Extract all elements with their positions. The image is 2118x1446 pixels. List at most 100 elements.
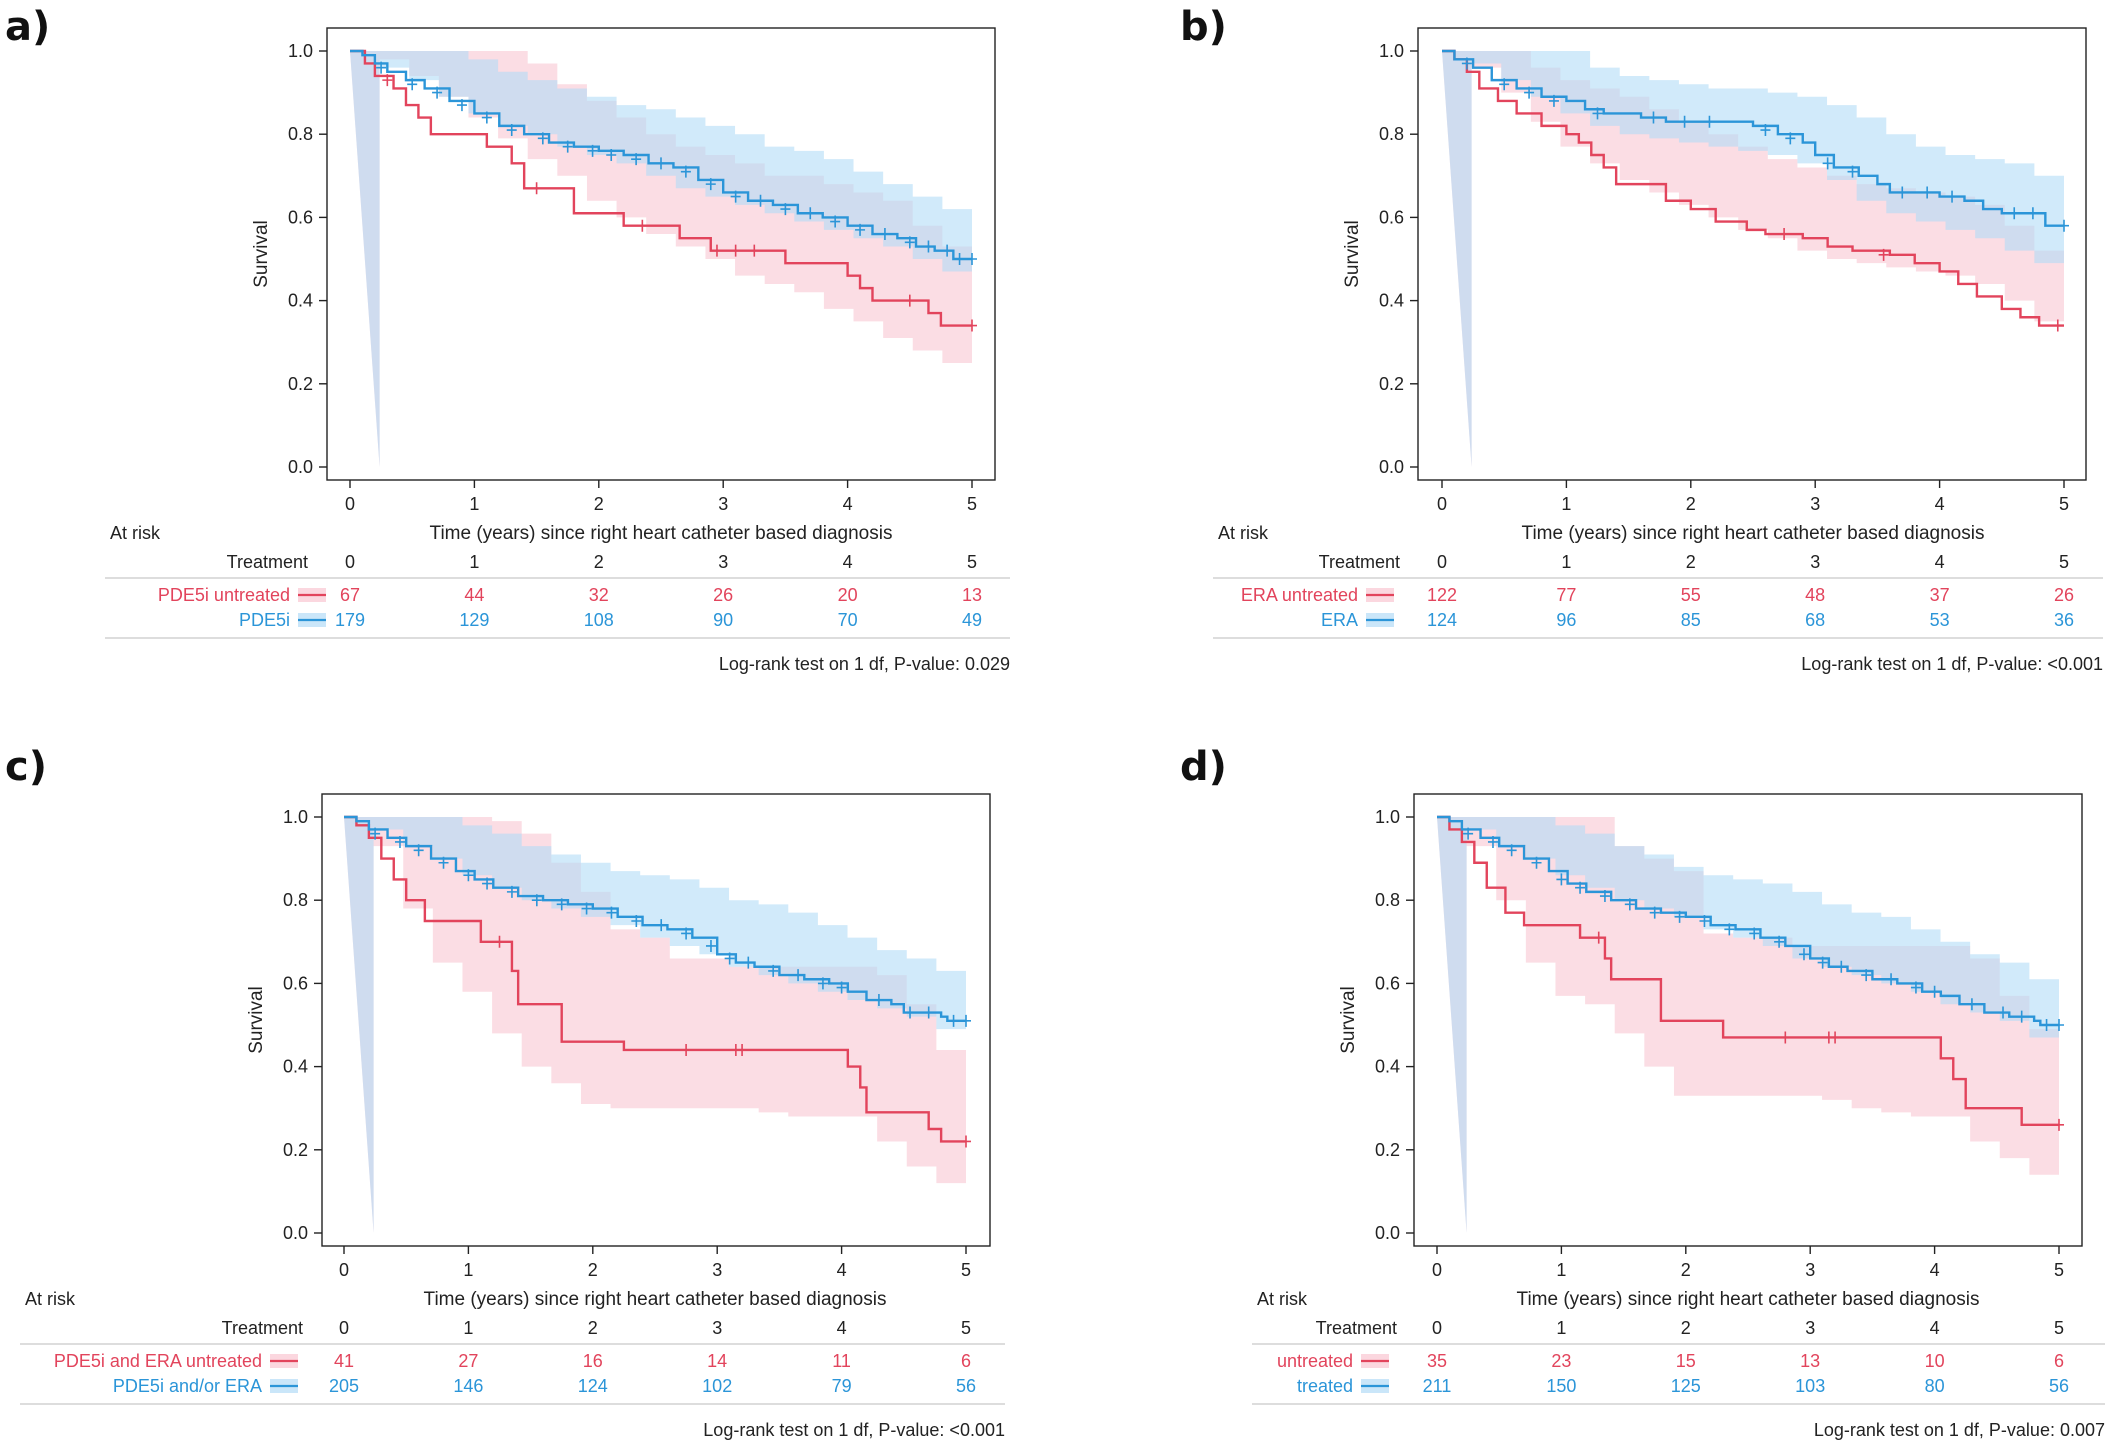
risk-row-name: PDE5i xyxy=(239,610,290,630)
censor-mark xyxy=(656,157,666,170)
censor-mark xyxy=(705,939,716,952)
risk-time-label: 5 xyxy=(2059,552,2069,572)
x-tick-label: 4 xyxy=(843,494,853,514)
censor-mark xyxy=(1624,898,1635,911)
censor-mark xyxy=(967,319,977,332)
y-tick-label: 0.6 xyxy=(283,973,308,993)
censor-mark xyxy=(1724,923,1735,936)
censor-mark xyxy=(581,902,592,915)
x-tick-label: 1 xyxy=(469,494,479,514)
panel-label: b) xyxy=(1180,4,1227,50)
risk-count: 36 xyxy=(2054,610,2074,630)
risk-count: 146 xyxy=(453,1376,483,1396)
censor-mark xyxy=(2054,1019,2064,1031)
y-tick-label: 0.0 xyxy=(1375,1223,1400,1243)
x-tick-label: 5 xyxy=(961,1260,971,1280)
censor-mark xyxy=(905,1006,916,1019)
censor-mark xyxy=(1779,228,1790,241)
y-axis-title: Survival xyxy=(246,986,267,1054)
ci-band-treated xyxy=(1442,51,2064,467)
survival-curve-untreated xyxy=(350,49,972,327)
risk-count: 6 xyxy=(961,1351,971,1371)
risk-time-label: 2 xyxy=(588,1318,598,1338)
ci-band-treated xyxy=(1437,817,2059,1233)
risk-time-label: 4 xyxy=(1935,552,1945,572)
censor-mark xyxy=(1524,86,1535,99)
risk-count: 32 xyxy=(589,585,609,605)
ci-band-untreated xyxy=(344,817,966,1233)
censor-mark xyxy=(873,994,884,1007)
risk-time-label: 4 xyxy=(843,552,853,572)
censor-mark xyxy=(954,253,965,265)
censor-mark xyxy=(482,877,493,890)
plot-frame xyxy=(1417,27,2087,481)
x-tick-label: 5 xyxy=(2054,1260,2064,1280)
risk-table-header: Treatment xyxy=(1319,552,1400,572)
y-axis-title: Survival xyxy=(251,220,272,288)
censor-mark xyxy=(780,203,791,216)
censor-mark xyxy=(1461,57,1472,70)
survival-curve-treated xyxy=(350,49,972,261)
censor-mark xyxy=(1878,248,1889,261)
x-tick-label: 5 xyxy=(967,494,977,514)
y-tick-label: 0.0 xyxy=(288,457,313,477)
risk-time-label: 1 xyxy=(469,552,479,572)
censor-mark xyxy=(737,1043,748,1056)
x-tick-label: 0 xyxy=(345,494,355,514)
y-tick-label: 0.4 xyxy=(1375,1057,1400,1077)
censor-mark xyxy=(2059,219,2069,232)
y-tick-label: 0.0 xyxy=(283,1223,308,1243)
censor-mark xyxy=(463,869,474,882)
censor-mark xyxy=(556,898,567,911)
risk-row-name: ERA xyxy=(1321,610,1358,630)
risk-count: 15 xyxy=(1676,1351,1696,1371)
censor-mark xyxy=(1599,890,1610,903)
x-tick-label: 0 xyxy=(339,1260,349,1280)
risk-count: 13 xyxy=(1800,1351,1820,1371)
censor-mark xyxy=(531,894,542,907)
y-tick-label: 0.2 xyxy=(1375,1140,1400,1160)
risk-count: 124 xyxy=(1427,610,1457,630)
risk-count: 14 xyxy=(707,1351,727,1371)
censor-mark xyxy=(961,1135,971,1148)
censor-mark xyxy=(1760,124,1771,137)
risk-count: 10 xyxy=(1925,1351,1945,1371)
censor-mark xyxy=(1910,981,1921,994)
censor-mark xyxy=(438,856,449,869)
censor-mark xyxy=(1886,973,1897,986)
y-tick-label: 0.8 xyxy=(283,890,308,910)
censor-mark xyxy=(923,1006,934,1019)
x-axis-title: Time (years) since right heart catheter … xyxy=(1522,523,1985,544)
logrank-pvalue: Log-rank test on 1 df, P-value: <0.001 xyxy=(703,1420,1005,1440)
censor-mark xyxy=(724,952,735,965)
censor-mark xyxy=(531,182,542,195)
censor-mark xyxy=(506,124,517,137)
censor-mark xyxy=(587,144,598,157)
risk-time-label: 2 xyxy=(594,552,604,572)
y-tick-label: 1.0 xyxy=(283,807,308,827)
censor-mark xyxy=(1861,969,1872,982)
plot-frame xyxy=(321,793,991,1247)
censor-mark xyxy=(836,981,847,994)
logrank-pvalue: Log-rank test on 1 df, P-value: 0.029 xyxy=(719,654,1010,674)
risk-count: 6 xyxy=(2054,1351,2064,1371)
censor-mark xyxy=(1592,107,1603,120)
risk-count: 23 xyxy=(1551,1351,1571,1371)
y-tick-label: 0.6 xyxy=(1375,973,1400,993)
censor-mark xyxy=(631,915,642,927)
censor-mark xyxy=(1830,1031,1841,1044)
survival-curve-untreated xyxy=(1437,815,2059,1127)
risk-table-header: Treatment xyxy=(1316,1318,1397,1338)
risk-count: 205 xyxy=(329,1376,359,1396)
censor-mark xyxy=(394,835,405,848)
x-tick-label: 1 xyxy=(1561,494,1571,514)
censor-mark xyxy=(755,194,766,207)
censor-mark xyxy=(631,153,642,166)
ci-band-treated xyxy=(350,51,972,467)
y-tick-label: 0.8 xyxy=(1375,890,1400,910)
censor-mark xyxy=(413,844,424,857)
censor-mark xyxy=(494,935,505,948)
censor-mark xyxy=(1929,985,1940,998)
censor-mark xyxy=(382,74,393,87)
